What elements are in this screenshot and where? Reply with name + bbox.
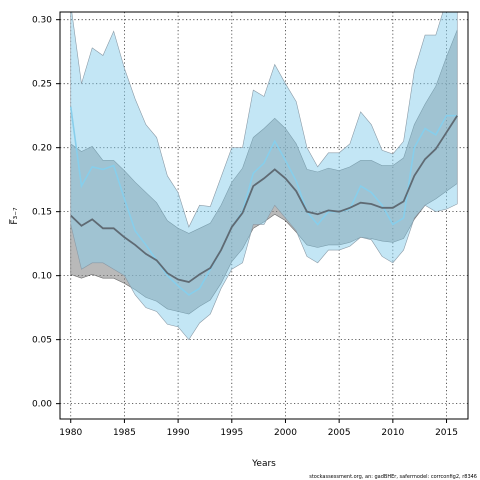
plot-area [69, 12, 459, 341]
y-tick-label: 0.25 [32, 80, 52, 90]
grid-lines [60, 12, 468, 419]
x-tick-label: 2010 [381, 428, 404, 438]
x-tick-label: 2000 [274, 428, 297, 438]
axes: 1980 1985 1990 1995 2000 2005 2010 2015 0.00 0.05… [32, 16, 458, 438]
y-tick-label: 0.20 [32, 144, 52, 154]
y-tick-label: 0.30 [32, 16, 52, 26]
x-tick-label: 1980 [59, 428, 82, 438]
y-tick-label: 0.10 [32, 272, 52, 282]
y-tick-label: 0.05 [32, 336, 52, 346]
light-confidence-band [70, 12, 458, 341]
footnote: stockassessment.org, an: gadBHEr, saferm… [309, 474, 477, 480]
x-tick-label: 1995 [220, 428, 243, 438]
x-axis-title: Years [251, 459, 276, 469]
dark-series-line [70, 115, 459, 284]
x-tick-label: 2005 [328, 428, 351, 438]
y-tick-label: 0.00 [32, 400, 52, 410]
light-series-line [69, 106, 458, 296]
x-tick-label: 2015 [435, 428, 458, 438]
x-tick-label: 1990 [167, 428, 190, 438]
y-axis-title: F̅₃₋₇ [8, 207, 20, 225]
x-tick-label: 1985 [113, 428, 136, 438]
y-tick-label: 0.15 [32, 208, 52, 218]
plot-frame [59, 11, 469, 420]
